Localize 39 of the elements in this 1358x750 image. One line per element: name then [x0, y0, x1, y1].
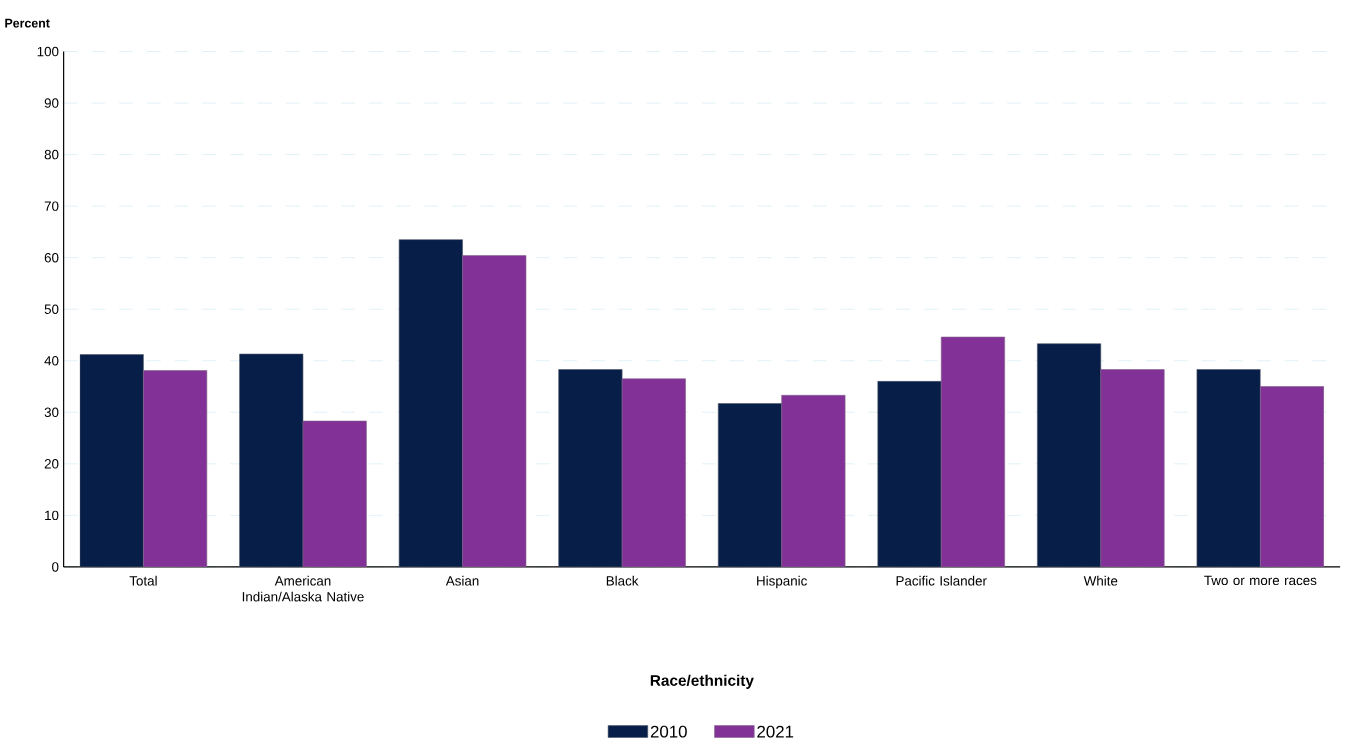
y-tick-label: 20 [44, 458, 59, 469]
x-tick-label: American Indian/Alaska Native [242, 575, 364, 602]
x-tick-label: White [1083, 575, 1118, 586]
y-tick-label: 0 [52, 562, 59, 572]
x-tick-label: Black [606, 575, 639, 586]
bar [462, 255, 527, 567]
bar [781, 394, 846, 567]
bar [558, 369, 623, 567]
y-tick-label: 70 [44, 201, 59, 211]
bar [302, 420, 367, 567]
y-tick-label: 40 [44, 355, 59, 366]
bar [143, 370, 208, 567]
legend-label: 2021 [757, 725, 794, 738]
bar [1100, 369, 1165, 567]
y-tick-label: 90 [44, 98, 59, 108]
y-tick-label: 100 [37, 46, 59, 57]
x-tick-label: Asian [445, 575, 479, 586]
bar [717, 403, 782, 567]
bar [877, 380, 942, 567]
bar [940, 336, 1005, 567]
y-tick-label: 50 [44, 304, 59, 314]
x-tick-label: Pacific Islander [896, 575, 987, 586]
y-axis-title: Percent [5, 18, 50, 28]
bar [1260, 386, 1325, 567]
y-tick-label: 30 [44, 407, 59, 417]
bar [1037, 343, 1102, 567]
y-tick-label: 80 [44, 149, 59, 160]
y-tick-label: 10 [45, 510, 59, 520]
x-axis-title: Race/ethnicity [650, 674, 754, 689]
y-tick-label: 60 [44, 252, 59, 263]
bar [239, 353, 304, 567]
x-tick-label: Hispanic [757, 575, 807, 589]
bar [79, 354, 144, 567]
legend-label: 2010 [650, 725, 687, 738]
bar [621, 378, 686, 567]
x-tick-label: Two or more races [1204, 575, 1317, 585]
x-tick-label: Total [129, 575, 157, 586]
bar [1196, 369, 1261, 567]
bar [398, 239, 463, 567]
